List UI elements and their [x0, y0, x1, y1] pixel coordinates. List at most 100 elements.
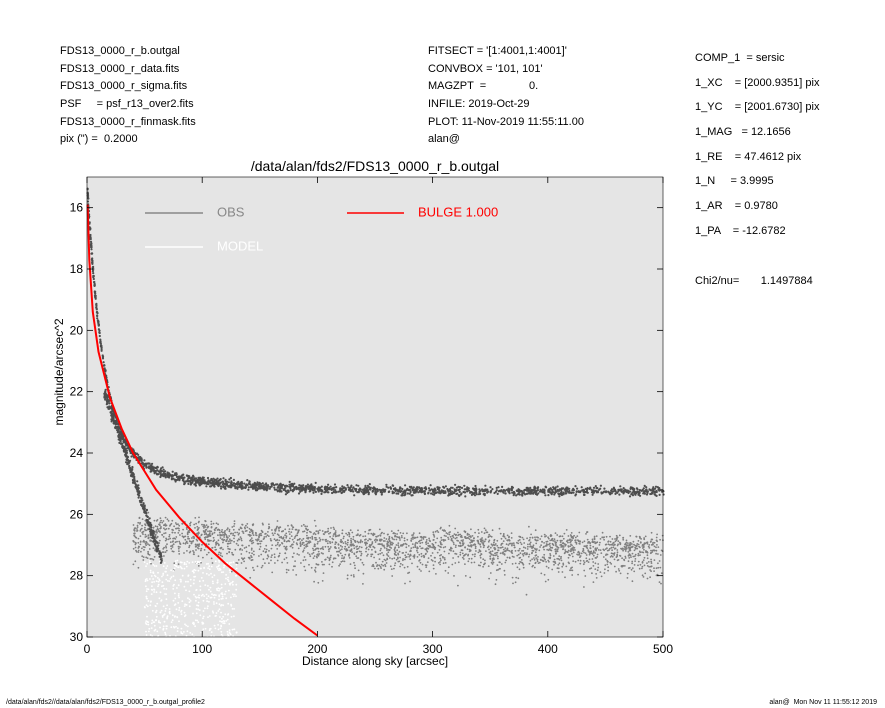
obs-point [529, 543, 531, 546]
model-point [220, 604, 223, 606]
obs-point [461, 536, 463, 539]
obs-point [580, 552, 583, 555]
obs-point [212, 522, 215, 525]
obs-point [408, 555, 411, 558]
obs-point [454, 546, 457, 548]
obs-point [352, 490, 355, 493]
obs-point [179, 534, 181, 536]
obs-point [551, 538, 553, 541]
obs-point [457, 584, 459, 587]
obs-point [257, 539, 259, 541]
obs-point [489, 535, 492, 537]
obs-point [595, 549, 597, 552]
obs-point [521, 490, 524, 493]
obs-point [317, 553, 319, 556]
obs-point [416, 487, 419, 491]
model-point [165, 588, 168, 590]
obs-point [351, 531, 354, 534]
obs-point [473, 494, 477, 497]
obs-point [369, 544, 372, 547]
obs-point [556, 534, 559, 536]
obs-point [89, 233, 92, 237]
obs-point [326, 556, 329, 559]
obs-point [639, 546, 641, 549]
obs-point [387, 551, 390, 554]
obs-point [135, 542, 137, 544]
obs-point [240, 553, 243, 555]
obs-point [328, 488, 331, 491]
obs-point [311, 489, 315, 492]
obs-point [137, 537, 140, 540]
obs-point [565, 540, 568, 543]
obs-point [413, 554, 416, 556]
obs-point [219, 533, 222, 536]
obs-point [512, 542, 515, 545]
obs-point [599, 571, 602, 573]
obs-point [156, 525, 159, 528]
obs-point [164, 523, 167, 525]
obs-point [311, 537, 314, 539]
obs-point [119, 430, 122, 433]
obs-point [264, 483, 267, 486]
obs-point [589, 541, 591, 544]
obs-point [489, 546, 492, 549]
obs-point [196, 532, 198, 535]
obs-point [430, 559, 433, 561]
obs-point [433, 534, 435, 537]
obs-point [653, 567, 655, 570]
obs-point [594, 552, 596, 554]
obs-point [447, 566, 450, 569]
obs-point [230, 570, 233, 573]
obs-point [549, 539, 552, 542]
obs-point [140, 550, 142, 553]
model-point [149, 561, 152, 564]
obs-point [448, 552, 450, 555]
model-point [228, 629, 231, 631]
obs-point [511, 576, 514, 579]
obs-point [396, 556, 399, 559]
obs-point [457, 555, 460, 558]
obs-point [337, 534, 339, 537]
obs-point [633, 564, 636, 566]
obs-point [328, 550, 330, 553]
model-point [200, 567, 202, 570]
model-point [165, 578, 168, 581]
obs-point [443, 550, 446, 553]
obs-point [586, 531, 589, 533]
obs-point [261, 531, 264, 534]
obs-point [399, 532, 402, 534]
obs-point [338, 490, 342, 493]
obs-point [380, 567, 382, 569]
obs-point [197, 555, 200, 558]
obs-point [616, 538, 618, 540]
obs-point [615, 570, 617, 573]
model-point [215, 612, 218, 614]
obs-point [591, 553, 594, 555]
model-point [187, 597, 189, 600]
model-point [197, 569, 200, 572]
obs-point [622, 538, 625, 541]
obs-point [619, 485, 622, 488]
obs-point [617, 559, 620, 561]
obs-point [338, 564, 340, 567]
obs-point [298, 484, 301, 487]
obs-point [578, 553, 581, 556]
obs-point [344, 545, 347, 548]
obs-point [424, 564, 427, 566]
obs-point [412, 546, 415, 549]
obs-point [439, 527, 442, 530]
obs-point [401, 487, 404, 491]
obs-point [473, 555, 476, 558]
model-point [171, 619, 174, 622]
obs-point [266, 557, 269, 560]
model-point [217, 624, 220, 626]
obs-point [454, 483, 457, 486]
obs-point [655, 536, 658, 539]
obs-point [369, 528, 372, 531]
param-line: COMP_1 = sersic [695, 52, 785, 64]
obs-point [245, 567, 247, 569]
obs-point [313, 555, 316, 557]
obs-point [240, 539, 243, 542]
obs-point [536, 536, 538, 539]
obs-point [473, 491, 476, 495]
